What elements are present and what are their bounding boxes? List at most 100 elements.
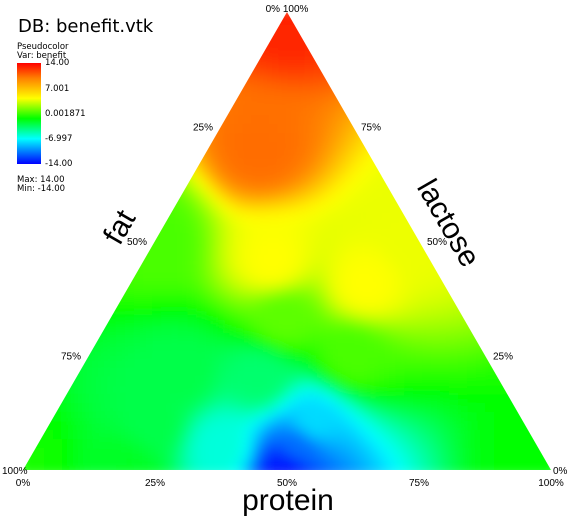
field-cell bbox=[431, 322, 442, 333]
field-cell bbox=[287, 187, 298, 198]
field-cell bbox=[116, 187, 127, 198]
field-cell bbox=[107, 286, 118, 297]
field-cell bbox=[332, 151, 343, 162]
field-cell bbox=[539, 151, 550, 162]
field-cell bbox=[323, 151, 334, 162]
field-cell bbox=[71, 304, 82, 315]
field-cell bbox=[413, 286, 424, 297]
field-cell bbox=[89, 169, 100, 180]
field-cell bbox=[494, 394, 505, 405]
field-cell bbox=[197, 349, 208, 360]
field-cell bbox=[179, 25, 190, 36]
field-cell bbox=[413, 367, 424, 378]
field-cell bbox=[314, 376, 325, 387]
field-cell bbox=[521, 25, 532, 36]
field-cell bbox=[278, 43, 289, 54]
field-cell bbox=[440, 142, 451, 153]
field-cell bbox=[116, 313, 127, 324]
field-cell bbox=[143, 412, 154, 423]
field-cell bbox=[134, 322, 145, 333]
field-cell bbox=[44, 457, 55, 468]
field-cell bbox=[134, 106, 145, 117]
field-cell bbox=[359, 286, 370, 297]
field-cell bbox=[314, 196, 325, 207]
field-cell bbox=[449, 466, 460, 470]
field-cell bbox=[539, 439, 550, 450]
field-cell bbox=[152, 178, 163, 189]
field-cell bbox=[494, 160, 505, 171]
field-cell bbox=[188, 376, 199, 387]
field-cell bbox=[449, 340, 460, 351]
field-cell bbox=[431, 151, 442, 162]
field-cell bbox=[449, 151, 460, 162]
field-cell bbox=[71, 97, 82, 108]
field-cell bbox=[404, 16, 415, 27]
field-cell bbox=[251, 439, 262, 450]
field-cell bbox=[260, 61, 271, 72]
field-cell bbox=[89, 205, 100, 216]
field-cell bbox=[170, 349, 181, 360]
field-cell bbox=[188, 277, 199, 288]
field-cell bbox=[260, 88, 271, 99]
field-cell bbox=[503, 214, 514, 225]
field-cell bbox=[134, 340, 145, 351]
field-cell bbox=[377, 12, 388, 18]
field-cell bbox=[278, 25, 289, 36]
field-cell bbox=[215, 16, 226, 27]
field-cell bbox=[161, 16, 172, 27]
field-cell bbox=[233, 286, 244, 297]
field-cell bbox=[179, 349, 190, 360]
field-cell bbox=[287, 70, 298, 81]
field-cell bbox=[233, 43, 244, 54]
field-cell bbox=[224, 367, 235, 378]
field-cell bbox=[512, 12, 523, 18]
field-cell bbox=[485, 169, 496, 180]
field-cell bbox=[503, 394, 514, 405]
right-corner-label: 0% bbox=[553, 466, 568, 477]
field-cell bbox=[161, 376, 172, 387]
field-cell bbox=[125, 313, 136, 324]
field-cell bbox=[260, 385, 271, 396]
field-cell bbox=[467, 52, 478, 63]
field-cell bbox=[503, 439, 514, 450]
field-cell bbox=[296, 241, 307, 252]
field-cell bbox=[242, 79, 253, 90]
field-cell bbox=[314, 205, 325, 216]
field-cell bbox=[377, 313, 388, 324]
lactose-tick-label: 75% bbox=[361, 123, 381, 134]
field-cell bbox=[503, 457, 514, 468]
field-cell bbox=[512, 457, 523, 468]
field-cell bbox=[143, 124, 154, 135]
field-cell bbox=[197, 331, 208, 342]
field-cell bbox=[233, 115, 244, 126]
field-cell bbox=[53, 448, 64, 459]
field-cell bbox=[395, 367, 406, 378]
field-cell bbox=[197, 268, 208, 279]
field-cell bbox=[548, 160, 551, 171]
field-cell bbox=[323, 358, 334, 369]
field-cell bbox=[449, 457, 460, 468]
field-cell bbox=[251, 367, 262, 378]
field-cell bbox=[395, 115, 406, 126]
field-cell bbox=[359, 358, 370, 369]
field-cell bbox=[215, 79, 226, 90]
field-cell bbox=[503, 331, 514, 342]
field-cell bbox=[413, 439, 424, 450]
field-cell bbox=[539, 214, 550, 225]
field-cell bbox=[332, 421, 343, 432]
field-cell bbox=[242, 232, 253, 243]
field-cell bbox=[467, 70, 478, 81]
field-cell bbox=[152, 169, 163, 180]
field-cell bbox=[152, 187, 163, 198]
field-cell bbox=[107, 448, 118, 459]
field-cell bbox=[269, 340, 280, 351]
field-cell bbox=[23, 286, 28, 297]
field-cell bbox=[422, 313, 433, 324]
field-cell bbox=[233, 124, 244, 135]
field-cell bbox=[305, 313, 316, 324]
field-cell bbox=[206, 304, 217, 315]
field-cell bbox=[521, 79, 532, 90]
field-cell bbox=[404, 151, 415, 162]
field-cell bbox=[350, 178, 361, 189]
field-cell bbox=[503, 61, 514, 72]
